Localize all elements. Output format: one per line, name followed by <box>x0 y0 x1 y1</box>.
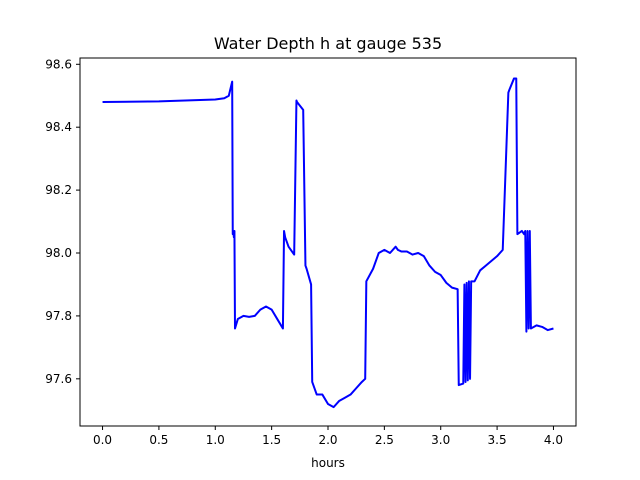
x-tick-label: 0.5 <box>149 433 168 447</box>
x-tick-label: 2.0 <box>318 433 337 447</box>
x-axis: 0.0 0.5 1.0 1.5 2.0 2.5 3.0 3.5 4.0 <box>93 426 563 447</box>
x-tick-label: 1.5 <box>262 433 281 447</box>
y-axis: 97.6 97.8 98.0 98.2 98.4 98.6 <box>45 57 80 386</box>
axes-frame <box>79 57 577 427</box>
x-tick-label: 3.0 <box>431 433 450 447</box>
y-tick-label: 98.4 <box>45 120 72 134</box>
series-line-1 <box>102 77 554 409</box>
y-tick-label: 98.0 <box>45 246 72 260</box>
x-axis-label: hours <box>311 456 345 470</box>
x-tick-label: 0.0 <box>93 433 112 447</box>
x-tick-label: 3.5 <box>488 433 507 447</box>
y-tick-label: 98.2 <box>45 183 72 197</box>
y-tick-label: 97.8 <box>45 309 72 323</box>
plot-area <box>102 77 554 409</box>
y-tick-label: 97.6 <box>45 372 72 386</box>
x-tick-label: 4.0 <box>544 433 563 447</box>
chart-title: Water Depth h at gauge 535 <box>214 34 442 53</box>
x-tick-label: 2.5 <box>375 433 394 447</box>
y-tick-label: 98.6 <box>45 57 72 71</box>
x-tick-label: 1.0 <box>206 433 225 447</box>
